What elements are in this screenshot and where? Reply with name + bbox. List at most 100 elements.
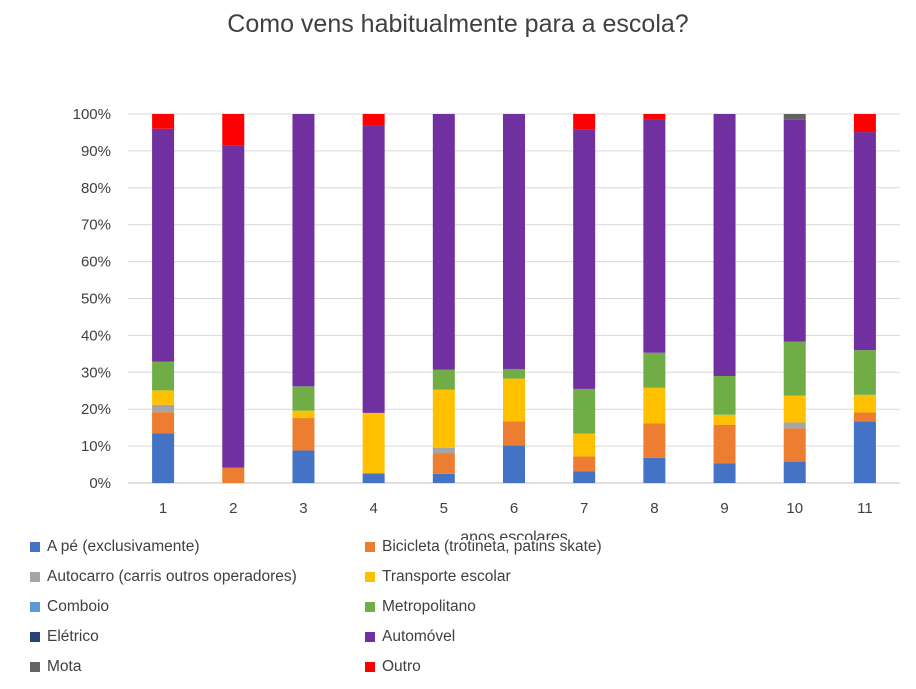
y-tick-label: 100% <box>73 106 111 123</box>
bar-segment-11-1 <box>853 412 876 422</box>
legend-item: Comboio <box>30 598 109 616</box>
bar-segment-6-5 <box>503 368 525 379</box>
bar-segment-3-0 <box>292 450 315 483</box>
bar-segment-8-1 <box>643 423 666 458</box>
bar-segment-7-0 <box>573 471 596 483</box>
bar-segment-6-3 <box>503 378 525 422</box>
bar-segment-1-2 <box>152 404 175 413</box>
bar-segment-1-9 <box>152 114 175 129</box>
bar-segment-9-3 <box>713 414 736 425</box>
bar-segment-3-1 <box>292 418 315 451</box>
y-tick-label: 40% <box>81 327 111 344</box>
x-tick-label: 4 <box>369 500 377 517</box>
bar-segment-11-7 <box>853 132 876 351</box>
bar-segment-4-9 <box>362 114 385 126</box>
legend-label: A pé (exclusivamente) <box>47 538 200 555</box>
y-tick-label: 10% <box>81 438 111 455</box>
chart-title: Como vens habitualmente para a escola? <box>227 10 689 38</box>
bar-segment-8-0 <box>643 457 666 483</box>
bar-segment-10-1 <box>783 428 806 462</box>
x-tick-label: 8 <box>650 500 658 517</box>
legend-swatch <box>365 662 375 672</box>
bar-segment-8-5 <box>643 352 666 388</box>
bar-segment-10-3 <box>783 395 806 423</box>
bar-segment-3-7 <box>292 114 315 387</box>
legend-swatch <box>30 632 40 642</box>
legend-swatch <box>365 542 375 552</box>
bar-segment-4-3 <box>362 412 385 474</box>
bar-segment-7-5 <box>573 388 596 434</box>
bar-segment-1-5 <box>152 361 175 391</box>
bar-segment-10-8 <box>783 114 806 120</box>
legend-swatch <box>365 572 375 582</box>
legend-label: Comboio <box>47 598 110 615</box>
y-tick-label: 20% <box>81 401 111 418</box>
bar-segment-5-0 <box>432 473 455 483</box>
x-tick-label: 6 <box>510 500 518 517</box>
legend-label: Metropolitano <box>382 598 476 615</box>
bar-segment-5-3 <box>432 389 455 448</box>
legend-item: Outro <box>365 658 421 676</box>
bar-segment-10-2 <box>783 422 806 429</box>
bar-segment-1-1 <box>152 412 175 434</box>
legend-label: Autocarro (carris outros operadores) <box>47 568 297 585</box>
bar-segment-9-0 <box>713 463 736 483</box>
bar-segment-2-7 <box>222 145 245 468</box>
bar-segment-6-7 <box>503 114 525 369</box>
y-tick-label: 60% <box>81 254 111 271</box>
bar-segment-11-5 <box>853 350 876 395</box>
legend-label: Elétrico <box>47 628 99 645</box>
bar-segment-1-0 <box>152 433 175 483</box>
bar-segment-5-5 <box>432 369 455 390</box>
legend-label: Transporte escolar <box>382 568 511 585</box>
legend-swatch <box>30 602 40 612</box>
bar-segment-9-1 <box>713 424 736 464</box>
bar-segment-4-0 <box>362 473 385 483</box>
bar-segment-1-7 <box>152 128 175 362</box>
bar-segment-2-9 <box>222 114 245 146</box>
x-tick-label: 7 <box>580 500 588 517</box>
bar-segment-4-7 <box>362 125 385 413</box>
bar-segment-10-5 <box>783 341 806 396</box>
y-tick-label: 0% <box>89 475 111 492</box>
x-tick-labels: 1 2 3 4 5 6 7 8 9 10 11 <box>159 500 873 517</box>
bars <box>152 114 876 483</box>
bar-segment-3-5 <box>292 386 315 411</box>
bar-segment-10-7 <box>783 119 806 342</box>
legend-swatch <box>365 632 375 642</box>
legend-swatch <box>30 572 40 582</box>
bar-segment-11-9 <box>853 114 876 133</box>
legend-item: Bicicleta (trotineta, patins skate) <box>365 538 602 556</box>
x-axis-title: anos escolares <box>460 529 568 540</box>
bar-segment-10-0 <box>783 461 806 483</box>
bar-segment-8-7 <box>643 119 666 353</box>
bar-segment-2-1 <box>222 467 245 483</box>
legend-label: Mota <box>47 658 82 675</box>
bar-segment-9-7 <box>713 114 736 376</box>
bar-segment-3-3 <box>292 410 315 419</box>
legend-item: A pé (exclusivamente) <box>30 538 200 556</box>
legend-label: Automóvel <box>382 628 456 645</box>
y-tick-label: 70% <box>81 217 111 234</box>
bar-segment-9-5 <box>713 375 736 415</box>
x-tick-label: 10 <box>786 500 803 517</box>
bar-segment-7-9 <box>573 114 596 130</box>
legend-item: Elétrico <box>30 628 99 646</box>
bar-segment-6-0 <box>503 445 525 483</box>
x-tick-label: 9 <box>720 500 728 517</box>
bar-segment-1-3 <box>152 390 175 405</box>
bar-segment-7-1 <box>573 456 596 472</box>
legend-swatch <box>30 662 40 672</box>
x-tick-label: 11 <box>857 500 873 517</box>
y-tick-label: 30% <box>81 364 111 381</box>
chart-plot: 0% 10% 20% 30% 40% 50% 60% 70% 80% 90% 100% 1 2 3 4 5 6… <box>73 106 900 540</box>
bar-segment-5-7 <box>432 114 455 370</box>
bar-segment-11-3 <box>853 394 876 413</box>
legend-item: Transporte escolar <box>365 568 511 586</box>
legend-item: Metropolitano <box>365 598 476 616</box>
y-tick-label: 90% <box>81 143 111 160</box>
bar-segment-5-1 <box>432 453 455 474</box>
x-tick-label: 3 <box>299 500 307 517</box>
bar-segment-7-3 <box>573 433 596 457</box>
y-tick-labels: 0% 10% 20% 30% 40% 50% 60% 70% 80% 90% 100% <box>73 106 111 492</box>
